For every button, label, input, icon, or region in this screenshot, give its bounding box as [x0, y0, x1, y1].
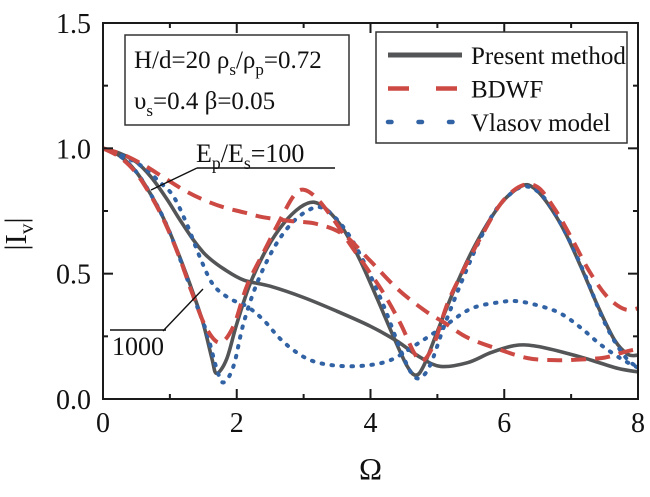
x-tick-label: 6: [497, 408, 511, 439]
annotation-line: υs=0.4 β=0.05: [134, 88, 275, 120]
axis-titles: Ω |Iv|: [0, 217, 382, 486]
x-tick-label: 0: [96, 408, 110, 439]
y-tick-label: 0.0: [56, 385, 91, 416]
y-axis-title: |Iv|: [0, 217, 38, 250]
legend-label: Vlasov model: [471, 110, 611, 137]
curve-vlasov-model-ep-es-100-: [102, 146, 639, 370]
y-tick-label: 1.0: [56, 134, 91, 165]
legend-label: BDWF: [471, 77, 543, 104]
x-tick-label: 8: [631, 408, 645, 439]
leader-line-ep-es-1000: [162, 288, 204, 332]
curve-present-method-ep-es-100-: [102, 146, 639, 374]
leader-line-ep-es-100: [150, 167, 198, 191]
legend-border: [375, 31, 628, 144]
curve-group-labels: Ep/Es=100 1000: [110, 139, 335, 361]
x-tick-label: 4: [364, 408, 378, 439]
curve-bdwf-ep-es-100-: [102, 146, 639, 363]
curve-label-ep-es-100: Ep/Es=100: [196, 139, 304, 173]
curve-bdwf-ep-es-1000-: [102, 146, 639, 364]
annotation-box: H/d=20 ρs/ρp=0.72 υs=0.4 β=0.05: [124, 34, 350, 126]
plot-curves: [102, 146, 639, 385]
annotation-border: [124, 34, 350, 126]
x-axis-title: Ω: [359, 451, 382, 486]
x-tick-label: 2: [230, 408, 244, 439]
legend-label: Present method: [471, 43, 626, 70]
y-tick-label: 0.5: [56, 260, 91, 291]
y-tick-label: 1.5: [56, 9, 91, 40]
axis-tick-labels: 0 2 4 6 8 0.0 0.5 1.0 1.5: [56, 9, 645, 439]
curve-label-ep-es-1000: 1000: [112, 332, 164, 361]
legend: Present method BDWF Vlasov model: [375, 31, 628, 144]
axis-ticks: [102, 22, 639, 400]
annotation-line: H/d=20 ρs/ρp=0.72: [134, 47, 322, 79]
